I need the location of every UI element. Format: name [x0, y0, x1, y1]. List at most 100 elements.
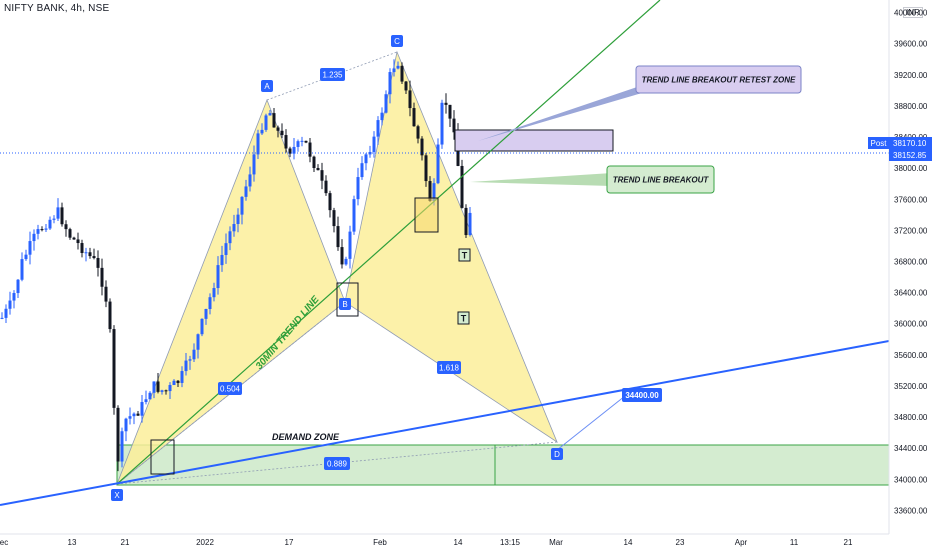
- x-tick-label: 13: [68, 538, 77, 547]
- candle-body: [312, 156, 316, 169]
- x-tick-label: 13:15: [500, 538, 521, 547]
- svg-text:34400.00: 34400.00: [625, 391, 659, 400]
- candle-body: [352, 199, 356, 232]
- point-label-c: C: [391, 35, 403, 47]
- candle-body: [432, 183, 436, 201]
- svg-text:1.235: 1.235: [322, 71, 343, 80]
- candle-body: [36, 229, 40, 234]
- y-tick-label: 37200.00: [894, 226, 928, 235]
- svg-text:X: X: [114, 491, 120, 500]
- candle-body: [376, 120, 380, 137]
- svg-text:0.889: 0.889: [327, 460, 348, 469]
- point-label-b: B: [339, 298, 351, 310]
- y-tick-label: 33600.00: [894, 506, 928, 515]
- candle-body: [192, 349, 196, 360]
- candle-body: [132, 413, 136, 417]
- t-marker: T: [458, 248, 471, 262]
- candle-body: [88, 252, 92, 257]
- candle-body: [216, 265, 220, 289]
- candle-body: [260, 129, 264, 134]
- candle-body: [232, 224, 236, 232]
- svg-text:0.504: 0.504: [220, 385, 241, 394]
- candle-body: [296, 141, 300, 147]
- candle-body: [424, 155, 428, 182]
- point-label-d: D: [551, 448, 563, 460]
- candle-body: [236, 214, 240, 225]
- candle-body: [60, 207, 64, 225]
- candle-body: [24, 254, 28, 260]
- candle-body: [252, 154, 256, 175]
- candle-body: [384, 94, 388, 113]
- y-tick-label: 35200.00: [894, 382, 928, 391]
- candle-body: [4, 308, 8, 318]
- candle-body: [304, 140, 308, 143]
- candle-body: [344, 258, 348, 265]
- x-tick-label: 14: [624, 538, 633, 547]
- target-projection-line: [556, 395, 626, 451]
- candle-body: [16, 279, 20, 294]
- svg-text:T: T: [462, 251, 468, 261]
- candle-body: [180, 371, 184, 383]
- candle-body: [228, 231, 232, 244]
- x-tick-label: Mar: [549, 538, 563, 547]
- candle-body: [464, 207, 468, 236]
- y-tick-label: 38000.00: [894, 164, 928, 173]
- y-tick-label: 36400.00: [894, 289, 928, 298]
- chart-header: NIFTY BANK, 4h, NSE: [4, 3, 110, 14]
- candle-body: [404, 81, 408, 91]
- candle-body: [416, 126, 420, 139]
- candle-body: [120, 431, 124, 462]
- candle-body: [392, 68, 396, 73]
- candle-body: [452, 118, 456, 133]
- y-tick-label: 40000.00: [894, 9, 928, 18]
- candle-body: [224, 243, 228, 255]
- candle-body: [112, 329, 116, 408]
- ratio-label-3: 1.618: [437, 361, 461, 374]
- candle-body: [240, 196, 244, 215]
- candle-body: [372, 136, 376, 152]
- candle-body: [84, 252, 88, 254]
- svg-text:Post: Post: [870, 139, 887, 148]
- candle-body: [8, 300, 12, 309]
- time-axis[interactable]: ec 13 21 2022 17 Feb 14 13:15 Mar 14 23 Apr 11 21: [0, 533, 889, 547]
- candle-body: [80, 243, 84, 254]
- candle-body: [12, 293, 16, 301]
- green-trend-line[interactable]: [116, 0, 661, 485]
- y-tick-label: 34000.00: [894, 475, 928, 484]
- highlight-box-x: [150, 439, 175, 475]
- svg-text:38170.10: 38170.10: [893, 139, 927, 148]
- retest-zone: [454, 129, 614, 152]
- candle-body: [96, 258, 100, 268]
- candle-body: [332, 210, 336, 227]
- point-label-a: A: [261, 80, 273, 92]
- candle-body: [220, 254, 224, 266]
- x-tick-label: 14: [454, 538, 463, 547]
- highlight-box-b: [336, 282, 359, 317]
- candle-body: [440, 102, 444, 145]
- candle-body: [364, 154, 368, 164]
- candle-body: [100, 267, 104, 287]
- candle-body: [204, 308, 208, 319]
- candle-body: [148, 392, 152, 400]
- candle-body: [144, 399, 148, 403]
- candle-body: [256, 133, 260, 155]
- candle-body: [116, 407, 120, 462]
- candle-body: [128, 416, 132, 419]
- candle-body: [172, 380, 176, 386]
- candle-body: [340, 247, 344, 265]
- y-tick-label: 36800.00: [894, 258, 928, 267]
- ratio-label-1: 1.235: [320, 68, 345, 81]
- candle-body: [248, 174, 252, 187]
- x-tick-label: 17: [285, 538, 294, 547]
- callout-breakout: TREND LINE BREAKOUT: [470, 165, 715, 194]
- price-axis[interactable]: 33600.00 34000.00 34400.00 34800.00 35200.00…: [888, 0, 928, 534]
- currency-badge[interactable]: INR: [903, 7, 923, 18]
- blue-trend-line[interactable]: [0, 340, 889, 506]
- x-tick-label: 11: [790, 538, 799, 547]
- candle-body: [184, 360, 188, 372]
- callout-retest-zone: TREND LINE BREAKOUT RETEST ZONE: [478, 65, 802, 141]
- candle-body: [308, 142, 312, 157]
- x-tick-label: Feb: [373, 538, 387, 547]
- candle-body: [324, 180, 328, 194]
